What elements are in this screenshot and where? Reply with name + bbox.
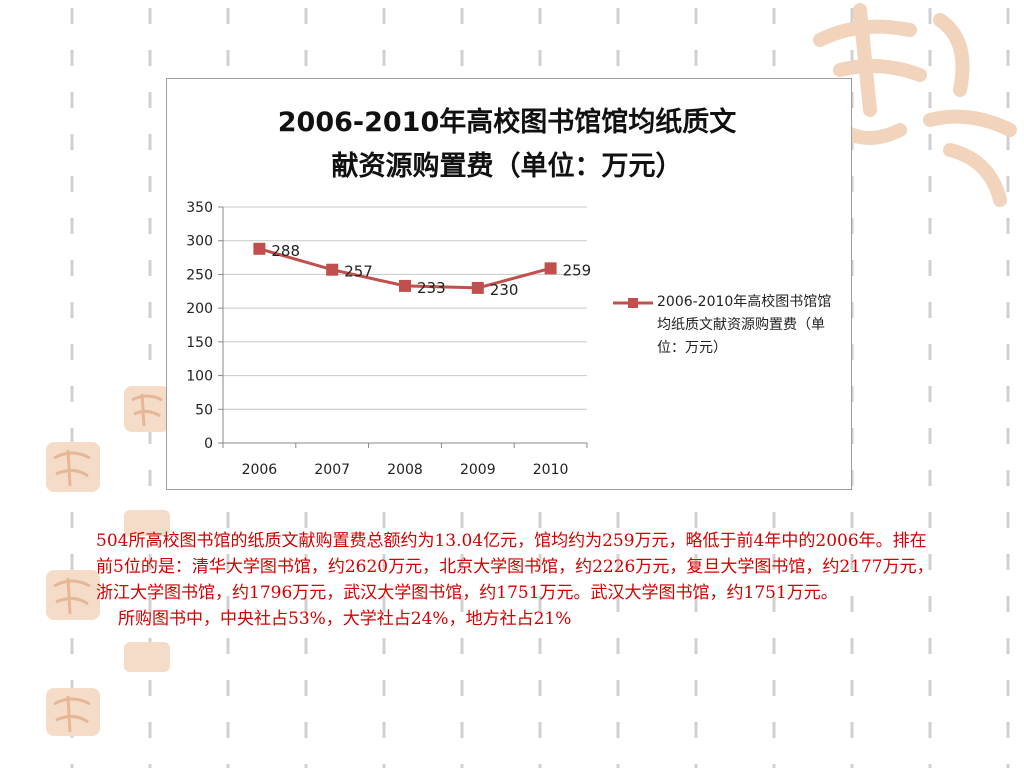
x-tick-label: 2007 [314, 462, 350, 478]
slide-body-text: 504所高校图书馆的纸质文献购置费总额约为13.04亿元，馆均约为259万元，略… [96, 528, 936, 632]
y-tick-label: 250 [186, 267, 213, 283]
y-tick-label: 150 [186, 335, 213, 351]
y-tick-label: 200 [186, 301, 213, 317]
line-chart: 0 50 100 150 200 250 300 350 2006 2007 2008 2009 201… [186, 200, 592, 478]
decorative-stamp [124, 510, 170, 536]
decorative-stamp [46, 442, 100, 492]
data-point [399, 279, 411, 292]
chart-frame: 2006-2010年高校图书馆馆均纸质文 献资源购置费（单位：万元） 0 50 10… [166, 78, 852, 490]
x-tick-label: 2009 [460, 462, 496, 478]
data-label: 230 [490, 281, 519, 299]
y-tick-label: 350 [186, 200, 213, 216]
data-label: 233 [417, 279, 446, 297]
data-point [471, 281, 484, 294]
decorative-stamp [124, 642, 170, 672]
data-point [544, 262, 557, 275]
summary-paragraph: 504所高校图书馆的纸质文献购置费总额约为13.04亿元，馆均约为259万元，略… [96, 531, 934, 603]
y-tick-label: 0 [204, 436, 213, 452]
decorative-stamp [124, 386, 170, 432]
x-tick-label: 2006 [242, 462, 278, 478]
data-point [326, 263, 339, 276]
chart-title-line1: 2006-2010年高校图书馆馆均纸质文 [277, 107, 737, 138]
decorative-stamp [46, 688, 100, 736]
y-tick-label: 50 [195, 402, 213, 418]
x-tick-label: 2008 [387, 462, 423, 478]
data-label: 288 [271, 242, 300, 260]
chart-title-line2: 献资源购置费（单位：万元） [331, 151, 683, 182]
data-point [253, 242, 266, 255]
data-label: 257 [344, 263, 373, 281]
y-tick-label: 100 [186, 369, 213, 385]
x-tick-label: 2010 [533, 462, 569, 478]
legend-label: 2006-2010年高校图书馆馆均纸质文献资源购置费（单位：万元） [657, 294, 832, 356]
y-tick-label: 300 [186, 234, 213, 250]
legend-marker [613, 298, 653, 308]
publisher-share-note: 所购图书中，中央社占53%，大学社占24%，地方社占21% [118, 609, 572, 629]
decorative-stamp [46, 570, 100, 620]
chart-title: 2006-2010年高校图书馆馆均纸质文 献资源购置费（单位：万元） [207, 101, 807, 189]
data-label: 259 [563, 261, 592, 279]
